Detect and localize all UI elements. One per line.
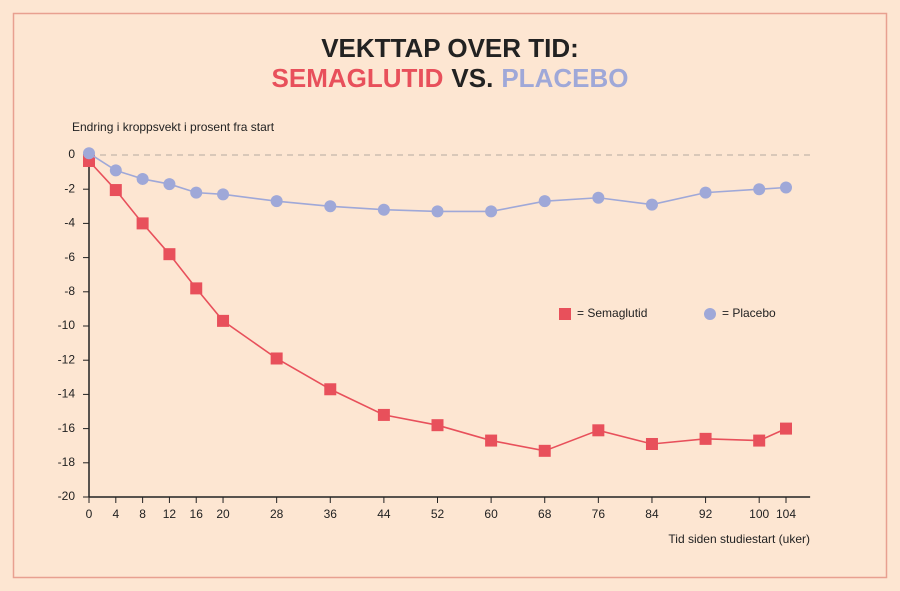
- marker: [645, 437, 658, 450]
- x-tick-label: 52: [431, 507, 445, 521]
- x-tick-label: 4: [112, 507, 119, 521]
- marker: [485, 205, 498, 218]
- marker: [324, 200, 337, 213]
- marker: [270, 352, 283, 365]
- x-tick-label: 92: [699, 507, 713, 521]
- y-tick-label: -2: [64, 181, 75, 195]
- y-tick-label: -4: [64, 216, 75, 230]
- y-tick-label: -16: [58, 421, 76, 435]
- x-tick-label: 60: [484, 507, 498, 521]
- y-tick-label: -12: [58, 352, 76, 366]
- marker: [217, 314, 230, 327]
- marker: [270, 195, 283, 208]
- marker: [217, 188, 230, 201]
- marker: [753, 434, 766, 447]
- marker: [136, 172, 149, 185]
- marker: [592, 191, 605, 204]
- x-tick-label: 12: [163, 507, 177, 521]
- marker: [377, 408, 390, 421]
- marker: [136, 217, 149, 230]
- y-tick-label: -10: [58, 318, 76, 332]
- marker: [109, 164, 122, 177]
- marker: [431, 205, 444, 218]
- legend-marker: [704, 308, 716, 320]
- y-tick-label: -18: [58, 455, 76, 469]
- marker: [324, 383, 337, 396]
- marker: [753, 183, 766, 196]
- marker: [431, 419, 444, 432]
- legend-marker: [559, 308, 571, 320]
- frame: [12, 12, 888, 579]
- marker: [645, 198, 658, 211]
- x-tick-label: 100: [749, 507, 769, 521]
- marker: [163, 248, 176, 261]
- x-tick-label: 28: [270, 507, 284, 521]
- x-tick-label: 16: [190, 507, 204, 521]
- x-tick-label: 8: [139, 507, 146, 521]
- x-tick-label: 0: [86, 507, 93, 521]
- x-axis-label: Tid siden studiestart (uker): [668, 532, 810, 546]
- y-tick-label: 0: [68, 147, 75, 161]
- marker: [190, 186, 203, 199]
- marker: [780, 181, 792, 194]
- y-tick-label: -6: [64, 250, 75, 264]
- x-tick-label: 104: [776, 507, 796, 521]
- marker: [592, 424, 605, 437]
- marker: [163, 178, 176, 191]
- marker: [780, 422, 792, 435]
- marker: [538, 444, 551, 457]
- x-tick-label: 36: [324, 507, 338, 521]
- title-part: SEMAGLUTID: [272, 63, 444, 93]
- title-part: PLACEBO: [501, 63, 628, 93]
- y-tick-label: -8: [64, 284, 75, 298]
- marker: [485, 434, 498, 447]
- marker: [699, 432, 712, 445]
- x-tick-label: 44: [377, 507, 391, 521]
- marker: [83, 147, 95, 160]
- y-tick-label: -20: [58, 489, 76, 503]
- marker: [190, 282, 203, 295]
- chart-title: VEKTTAP OVER TID:: [321, 33, 579, 63]
- y-axis-label: Endring i kroppsvekt i prosent fra start: [72, 120, 275, 134]
- marker: [538, 195, 551, 208]
- chart-subtitle: SEMAGLUTID VS. PLACEBO: [272, 63, 629, 93]
- marker: [377, 203, 390, 216]
- title-part: VS.: [451, 63, 493, 93]
- x-tick-label: 76: [592, 507, 606, 521]
- legend-label: = Semaglutid: [577, 306, 647, 320]
- legend-label: = Placebo: [722, 306, 776, 320]
- marker: [109, 184, 122, 197]
- y-tick-label: -14: [58, 387, 76, 401]
- x-tick-label: 84: [645, 507, 659, 521]
- x-tick-label: 20: [216, 507, 230, 521]
- marker: [699, 186, 712, 199]
- x-tick-label: 68: [538, 507, 552, 521]
